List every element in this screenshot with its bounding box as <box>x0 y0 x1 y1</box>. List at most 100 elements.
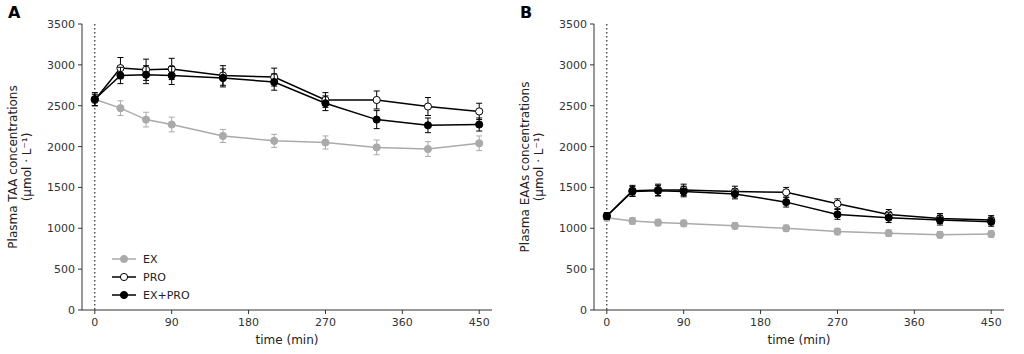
y-tick <box>78 187 82 188</box>
y-tick-label: 2000 <box>559 141 587 154</box>
point <box>476 108 483 115</box>
point <box>219 74 226 81</box>
point <box>988 218 995 225</box>
error-bar <box>732 186 738 197</box>
point <box>654 187 661 194</box>
error-bar <box>425 98 431 116</box>
error-bar <box>271 74 277 90</box>
point <box>373 144 380 151</box>
error-bar <box>425 118 431 133</box>
point <box>271 78 278 85</box>
y-axis <box>594 24 595 310</box>
point <box>988 230 995 237</box>
error-bar <box>117 101 123 116</box>
x-axis <box>594 310 1004 311</box>
point <box>680 188 687 195</box>
error-bar <box>834 209 840 219</box>
point <box>834 211 841 218</box>
y-tick-label: 2500 <box>559 100 587 113</box>
y-tick-label: 500 <box>566 263 587 276</box>
panel: 0901802703604500500100015002000250030003… <box>6 3 492 347</box>
error-bar <box>783 187 789 197</box>
error-bar <box>629 187 635 197</box>
point <box>629 188 636 195</box>
y-tick-label: 1500 <box>47 181 75 194</box>
error-bar <box>886 213 892 223</box>
y-tick <box>78 310 82 311</box>
y-tick-label: 0 <box>68 304 75 317</box>
error-bar <box>143 66 149 84</box>
point <box>783 199 790 206</box>
error-bar <box>937 215 943 225</box>
panel: 0901802703604500500100015002000250030003… <box>518 3 1004 347</box>
y-tick <box>590 310 594 311</box>
panel-title: B <box>520 3 532 22</box>
y-tick <box>590 269 594 270</box>
error-bar <box>783 225 789 232</box>
point <box>654 219 661 226</box>
point <box>731 190 738 197</box>
panel-title: A <box>8 3 21 22</box>
x-tick <box>479 310 480 314</box>
error-bar <box>374 111 380 129</box>
y-tick <box>78 269 82 270</box>
x-tick-label: 270 <box>827 316 848 329</box>
series <box>91 93 483 157</box>
series <box>603 184 995 224</box>
figure: 0901802703604500500100015002000250030003… <box>0 0 1024 354</box>
point <box>783 189 790 196</box>
error-bar <box>655 219 661 226</box>
point <box>476 121 483 128</box>
y-tick <box>590 24 594 25</box>
legend-marker <box>120 255 127 262</box>
x-tick-label: 180 <box>750 316 771 329</box>
x-tick <box>606 310 607 314</box>
point <box>680 220 687 227</box>
error-bar <box>988 231 994 238</box>
point <box>629 187 636 194</box>
x-tick-label: 180 <box>238 316 259 329</box>
series <box>91 58 483 120</box>
point <box>936 231 943 238</box>
x-tick-label: 450 <box>981 316 1002 329</box>
point <box>731 222 738 229</box>
legend: EXPROEX+PRO <box>112 253 190 302</box>
x-tick-label: 0 <box>91 316 98 329</box>
error-bar <box>476 136 482 151</box>
error-bar <box>322 96 328 111</box>
point <box>168 121 175 128</box>
point <box>834 200 841 207</box>
error-bar <box>476 118 482 131</box>
x-tick-label: 90 <box>677 316 691 329</box>
y-tick <box>590 64 594 65</box>
y-tick-label: 2500 <box>47 100 75 113</box>
x-tick <box>760 310 761 314</box>
legend-label: PRO <box>143 271 166 284</box>
error-bar <box>655 185 661 196</box>
point <box>424 103 431 110</box>
y-tick-label: 3000 <box>47 59 75 72</box>
x-tick <box>837 310 838 314</box>
error-bar <box>220 129 226 142</box>
error-bar <box>322 136 328 149</box>
x-tick-label: 90 <box>165 316 179 329</box>
point <box>91 96 98 103</box>
error-bar <box>834 199 840 209</box>
error-bar <box>604 213 610 220</box>
x-tick <box>248 310 249 314</box>
error-bar <box>783 197 789 207</box>
y-tick <box>590 146 594 147</box>
error-bar <box>886 230 892 237</box>
y-tick <box>78 146 82 147</box>
point <box>271 137 278 144</box>
error-bar <box>732 189 738 199</box>
x-tick-label: 270 <box>315 316 336 329</box>
error-bar <box>169 117 175 132</box>
plot-area <box>603 24 995 310</box>
point <box>629 217 636 224</box>
series <box>91 66 483 133</box>
error-bar <box>681 220 687 227</box>
error-bar <box>271 134 277 147</box>
y-axis-label: Plasma EAAs concentrations(μmol · L⁻¹) <box>518 82 546 253</box>
x-tick <box>325 310 326 314</box>
